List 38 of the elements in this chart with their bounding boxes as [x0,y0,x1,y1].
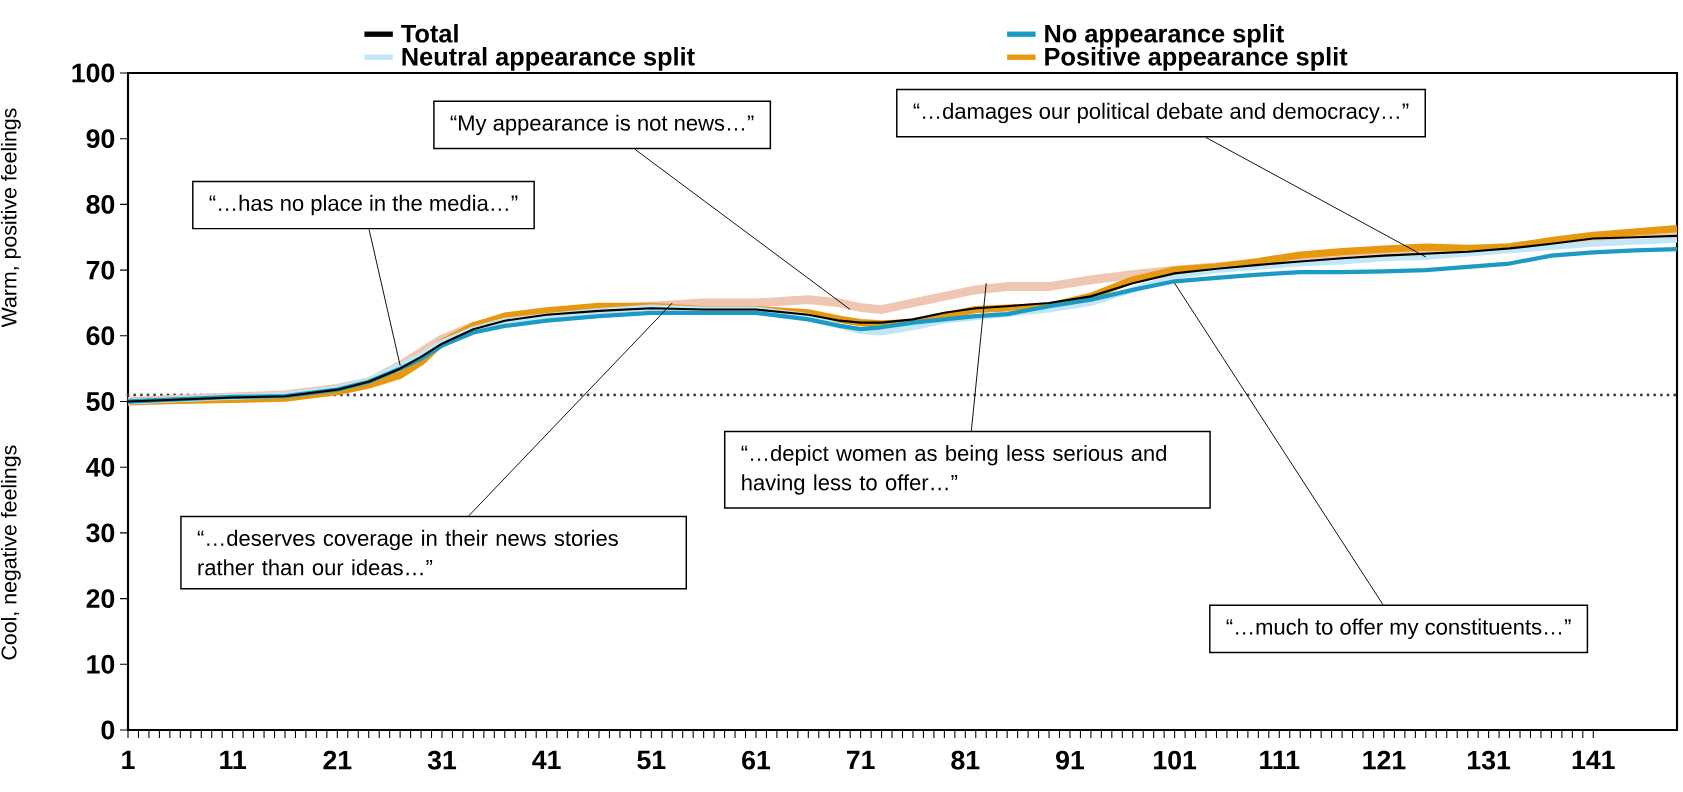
y-tick-label: 0 [101,720,115,740]
y-tick-label: 80 [86,194,115,214]
x-tick-label: 91 [1056,750,1085,770]
x-tick-label: 21 [323,750,352,770]
y-tick-label: 30 [86,523,115,543]
annotation: “…damages our political debate and democracy…” [913,102,1409,124]
legend-label: Neutral appearance split [402,47,695,71]
y-tick-label: 70 [86,260,115,280]
y-tick-label: 50 [86,392,115,411]
x-tick-label: 141 [1572,750,1615,770]
x-tick-label: 1 [122,750,135,770]
y-tick-label: 20 [86,589,115,609]
x-tick-label: 41 [532,750,561,770]
y-tick-label: 90 [86,129,115,149]
x-tick-label: 71 [846,750,875,770]
x-tick-label: 61 [742,750,771,770]
x-tick-label: 81 [951,750,980,770]
legend-label: Positive appearance split [1045,47,1348,71]
y-tick-label: 10 [87,654,115,674]
y-axis-title: Warm, positive feelings [0,108,21,328]
y-tick-label: 40 [86,457,115,477]
annotation: “…much to offer my constituents…” [1226,618,1571,640]
x-tick-label: 111 [1260,750,1300,770]
x-tick-label: 121 [1363,750,1406,770]
text: Cool, negative feelings [0,445,21,660]
annotation: “…has no place in the media…” [209,194,518,216]
annotation: “…deserves coverage in their news stories rather than our ideas…” [197,529,618,576]
x-tick-label: 131 [1468,750,1511,770]
x-tick-label: 11 [220,750,247,770]
annotation: “…depict women as being less serious and having less to offer…” [741,444,1166,495]
y-tick-label: 60 [86,326,115,346]
annotation: “My appearance is not news…” [450,114,754,136]
legend-label: No appearance split [1045,24,1284,48]
x-tick-label: 31 [427,750,457,770]
x-tick-label: 51 [637,750,666,770]
x-tick-label: 101 [1154,750,1197,770]
legend-label: Total [401,24,458,43]
y-tick-label: 100 [72,63,115,83]
